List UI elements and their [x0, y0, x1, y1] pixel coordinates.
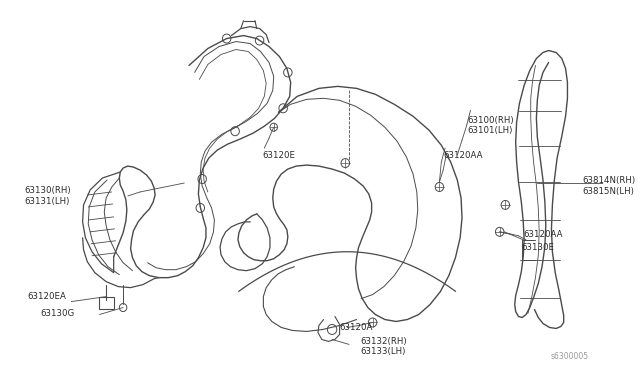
Text: 63130(RH)
63131(LH): 63130(RH) 63131(LH)	[24, 186, 71, 206]
Text: 63120AA: 63120AA	[443, 151, 483, 160]
Text: 63814N(RH)
63815N(LH): 63814N(RH) 63815N(LH)	[582, 176, 636, 196]
Text: 63120A: 63120A	[340, 323, 373, 332]
Text: 63100(RH)
63101(LH): 63100(RH) 63101(LH)	[468, 116, 515, 135]
Text: 63130G: 63130G	[40, 309, 74, 318]
Text: 63120EA: 63120EA	[27, 292, 66, 301]
Text: 63130E: 63130E	[522, 243, 554, 252]
Text: 63120AA: 63120AA	[524, 230, 563, 239]
Text: 63132(RH)
63133(LH): 63132(RH) 63133(LH)	[360, 337, 407, 356]
Text: 63120E: 63120E	[262, 151, 296, 160]
Text: s6300005: s6300005	[551, 352, 589, 361]
